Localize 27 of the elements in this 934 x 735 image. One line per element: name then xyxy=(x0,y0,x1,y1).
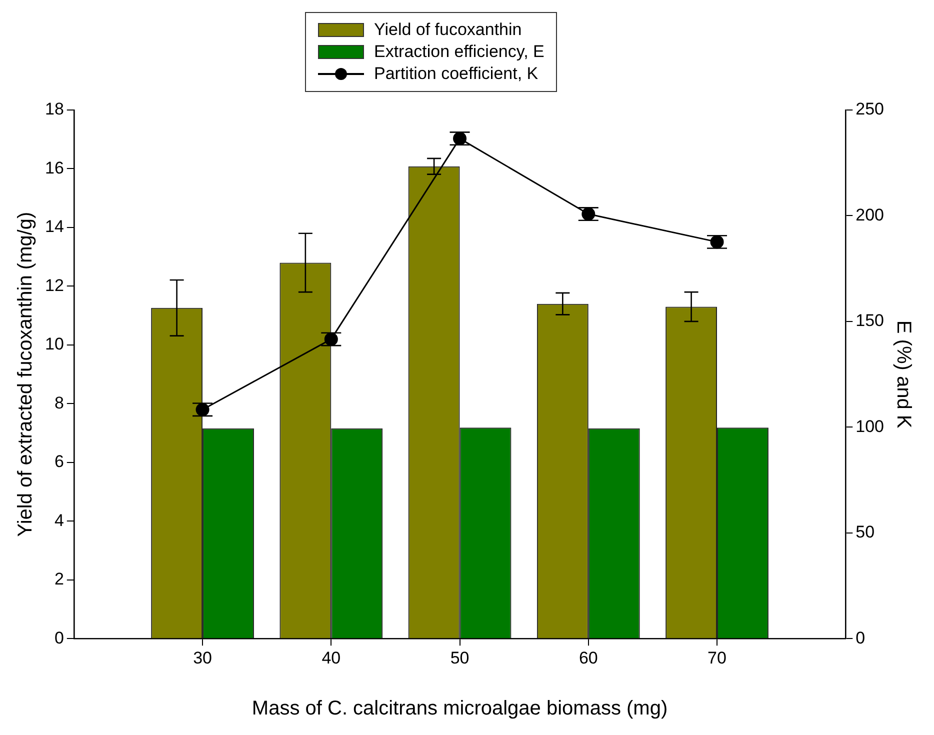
y2-tick-label: 250 xyxy=(856,100,884,119)
y-tick-label: 12 xyxy=(44,276,64,295)
y2-tick-label: 200 xyxy=(856,205,884,224)
y-tick-label: 18 xyxy=(44,100,64,119)
y2-tick-label: 100 xyxy=(856,416,884,436)
y2-tick-label: 50 xyxy=(856,522,875,542)
y-tick-label: 4 xyxy=(54,510,64,530)
y-tick-label: 16 xyxy=(44,158,64,178)
y-tick-label: 8 xyxy=(54,393,64,412)
legend-label: Yield of fucoxanthin xyxy=(374,20,522,40)
x-tick-label: 70 xyxy=(708,648,726,668)
y-tick-label: 2 xyxy=(54,570,64,589)
y-tick-label: 10 xyxy=(44,334,64,354)
y2-axis-title: E (%) and K xyxy=(892,320,914,429)
x-axis-title: Mass of C. calcitrans microalgae biomass (mg) xyxy=(252,698,668,720)
y2-tick-label: 0 xyxy=(856,628,866,648)
x-tick-label: 50 xyxy=(450,648,470,668)
x-tick-label: 30 xyxy=(193,648,212,668)
x-tick-label: 60 xyxy=(578,648,598,668)
y-tick-label: 14 xyxy=(44,217,64,236)
y-axis-title: Yield of extracted fucoxanthin (mg/g) xyxy=(14,212,37,537)
x-tick-label: 40 xyxy=(322,648,341,668)
y2-tick-label: 150 xyxy=(856,311,884,330)
legend-label: Partition coefficient, K xyxy=(374,64,538,84)
y-tick-label: 0 xyxy=(54,628,64,648)
y-tick-label: 6 xyxy=(54,452,64,472)
legend-label: Extraction efficiency, E xyxy=(374,42,544,62)
